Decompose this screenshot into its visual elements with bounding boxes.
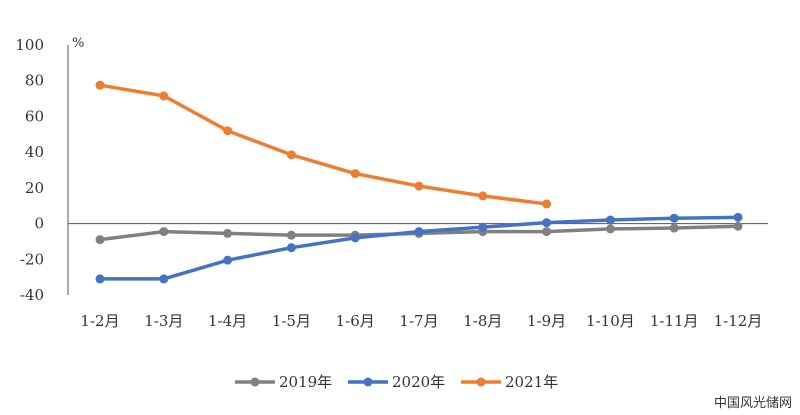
- data-point: [159, 91, 169, 101]
- y-tick-label: 80: [25, 72, 44, 90]
- series-line: [98, 215, 740, 281]
- data-point: [414, 181, 424, 191]
- x-tick-label: 1-10月: [586, 312, 635, 330]
- y-tick-label: -20: [20, 250, 44, 268]
- data-point: [223, 228, 233, 238]
- series-lines: [95, 80, 743, 284]
- axes: [67, 45, 768, 295]
- legend-label: 2019年: [279, 373, 332, 391]
- x-tick-label: 1-7月: [399, 312, 438, 330]
- data-point: [159, 274, 169, 284]
- x-tick-label: 1-2月: [80, 312, 119, 330]
- y-tick-label: 20: [25, 179, 44, 197]
- y-tick-label: 0: [34, 215, 44, 233]
- data-point: [605, 224, 615, 234]
- legend-label: 2020年: [392, 373, 445, 391]
- x-tick-label: 1-11月: [650, 312, 699, 330]
- data-point: [286, 150, 296, 160]
- series-2: [95, 80, 552, 209]
- x-tick-label: 1-6月: [336, 312, 375, 330]
- y-tick-label: 40: [25, 143, 44, 161]
- x-tick-label: 1-3月: [144, 312, 183, 330]
- y-unit-label: %: [72, 36, 84, 51]
- watermark: 中国风光储网: [713, 396, 792, 411]
- data-point: [286, 243, 296, 253]
- data-point: [733, 212, 743, 222]
- legend-marker: [363, 377, 373, 387]
- data-point: [669, 223, 679, 233]
- series-1: [95, 212, 743, 284]
- x-tick-label: 1-8月: [463, 312, 502, 330]
- data-point: [95, 80, 105, 90]
- legend-item: 2021年: [461, 373, 558, 391]
- legend-item: 2020年: [348, 373, 445, 391]
- x-tick-label: 1-5月: [272, 312, 311, 330]
- data-point: [542, 218, 552, 228]
- legend-label: 2021年: [505, 373, 558, 391]
- data-point: [286, 230, 296, 240]
- data-point: [95, 274, 105, 284]
- data-point: [350, 233, 360, 243]
- data-point: [478, 191, 488, 201]
- legend-marker: [250, 377, 260, 387]
- data-point: [542, 199, 552, 209]
- data-point: [669, 213, 679, 223]
- y-tick-label: -40: [20, 286, 44, 304]
- x-tick-label: 1-4月: [208, 312, 247, 330]
- y-tick-labels: 100 80 60 40 20 0 -20 -40: [15, 36, 44, 304]
- x-tick-label: 1-9月: [527, 312, 566, 330]
- data-point: [223, 255, 233, 265]
- data-point: [478, 222, 488, 232]
- data-point: [223, 126, 233, 136]
- x-tick-labels: 1-2月 1-3月 1-4月 1-5月 1-6月 1-7月 1-8月 1-9月 1-10月 1-1…: [80, 312, 762, 330]
- data-point: [542, 227, 552, 237]
- data-point: [159, 227, 169, 237]
- legend-item: 2019年: [235, 373, 332, 391]
- data-point: [350, 169, 360, 179]
- data-point: [95, 235, 105, 245]
- series-line: [98, 83, 549, 206]
- y-tick-label: 60: [25, 107, 44, 125]
- legend: 2019年 2020年 2021年: [235, 373, 558, 391]
- x-tick-label: 1-12月: [714, 312, 763, 330]
- data-point: [733, 221, 743, 231]
- data-point: [605, 215, 615, 225]
- y-tick-label: 100: [15, 36, 44, 54]
- legend-marker: [476, 377, 486, 387]
- data-point: [414, 227, 424, 237]
